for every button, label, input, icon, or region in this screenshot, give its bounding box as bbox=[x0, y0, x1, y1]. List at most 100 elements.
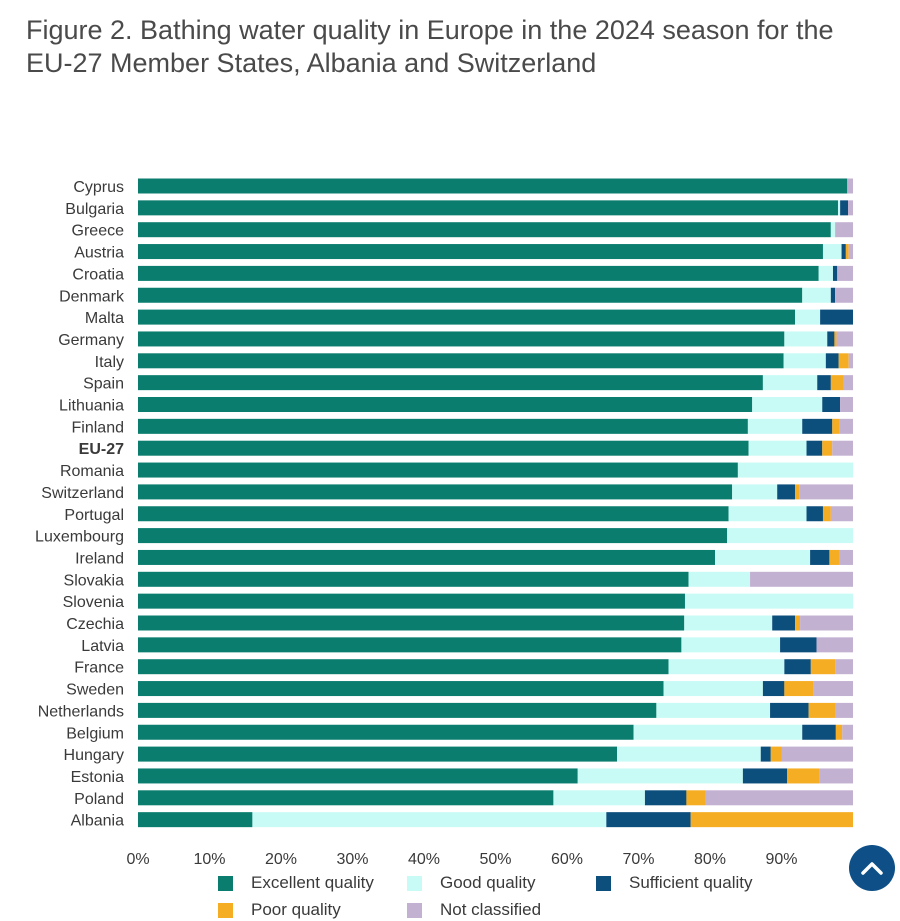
bar-austria-not-classified bbox=[848, 244, 853, 260]
bar-netherlands-poor bbox=[808, 702, 836, 718]
bar-slovenia-good bbox=[684, 593, 854, 609]
category-label-ireland: Ireland bbox=[75, 550, 124, 567]
bar-latvia-sufficient bbox=[780, 637, 817, 653]
scroll-to-top-button[interactable] bbox=[849, 845, 895, 891]
bar-croatia-sufficient bbox=[832, 265, 838, 281]
bar-malta-excellent bbox=[138, 309, 796, 325]
legend-item-good: Good quality bbox=[407, 873, 535, 893]
x-tick-label: 30% bbox=[336, 851, 368, 868]
category-label-spain: Spain bbox=[83, 376, 124, 393]
bar-cyprus-excellent bbox=[138, 178, 848, 194]
category-label-bulgaria: Bulgaria bbox=[65, 201, 124, 218]
category-label-croatia: Croatia bbox=[72, 266, 124, 283]
bar-finland-poor bbox=[832, 418, 840, 434]
bar-belgium-sufficient bbox=[802, 724, 836, 740]
bar-albania-good bbox=[252, 812, 607, 828]
bar-denmark-not-classified bbox=[835, 287, 854, 303]
bar-lithuania-not-classified bbox=[840, 397, 853, 412]
bar-finland-not-classified bbox=[839, 418, 853, 434]
bar-czechia-sufficient bbox=[772, 615, 796, 631]
bar-sweden-sufficient bbox=[762, 681, 785, 697]
bar-cyprus-not-classified bbox=[847, 178, 853, 194]
bar-italy-good bbox=[783, 353, 826, 369]
category-label-austria: Austria bbox=[74, 245, 124, 262]
bars-layer bbox=[138, 178, 854, 828]
category-label-poland: Poland bbox=[74, 791, 124, 808]
category-label-czechia: Czechia bbox=[66, 616, 124, 633]
bar-sweden-excellent bbox=[138, 681, 664, 697]
bar-hungary-good bbox=[617, 746, 761, 762]
bar-spain-sufficient bbox=[817, 375, 831, 391]
bar-hungary-excellent bbox=[138, 746, 618, 762]
chevron-up-icon bbox=[861, 862, 883, 875]
bar-sweden-poor bbox=[784, 681, 814, 697]
legend-swatch-sufficient bbox=[596, 875, 611, 891]
bar-italy-excellent bbox=[138, 353, 784, 369]
bar-poland-poor bbox=[686, 790, 705, 806]
bar-czechia-good bbox=[684, 615, 773, 631]
bar-estonia-not-classified bbox=[819, 768, 853, 784]
bar-slovenia-excellent bbox=[138, 593, 685, 609]
bar-belgium-good bbox=[633, 724, 803, 740]
bar-switzerland-sufficient bbox=[777, 484, 796, 500]
bar-germany-good bbox=[784, 331, 828, 347]
bar-slovakia-not-classified bbox=[750, 571, 853, 587]
category-label-greece: Greece bbox=[72, 223, 125, 240]
bar-belgium-poor bbox=[835, 724, 843, 740]
legend-swatch-good bbox=[407, 875, 422, 891]
bar-switzerland-not-classified bbox=[799, 484, 853, 500]
bar-ireland-excellent bbox=[138, 549, 715, 565]
bar-czechia-poor bbox=[795, 615, 801, 631]
bar-denmark-good bbox=[802, 287, 831, 303]
bar-eu-27-not-classified bbox=[832, 440, 853, 456]
legend-item-excellent: Excellent quality bbox=[218, 873, 374, 893]
bar-portugal-not-classified bbox=[830, 506, 853, 522]
category-label-switzerland: Switzerland bbox=[41, 485, 124, 502]
bar-latvia-good bbox=[681, 637, 781, 653]
bar-ireland-poor bbox=[829, 549, 840, 565]
bar-ireland-not-classified bbox=[839, 549, 853, 565]
bar-germany-poor bbox=[834, 331, 837, 347]
bar-lithuania-sufficient bbox=[822, 397, 841, 412]
category-label-romania: Romania bbox=[60, 463, 124, 480]
bar-belgium-not-classified bbox=[842, 724, 853, 740]
bar-hungary-poor bbox=[770, 746, 782, 762]
bar-eu-27-excellent bbox=[138, 440, 749, 456]
bar-portugal-excellent bbox=[138, 506, 729, 522]
bar-germany-sufficient bbox=[827, 331, 835, 347]
bar-france-not-classified bbox=[835, 659, 853, 675]
category-label-cyprus: Cyprus bbox=[73, 179, 124, 196]
bar-czechia-not-classified bbox=[800, 615, 853, 631]
bar-italy-poor bbox=[838, 353, 849, 369]
bar-netherlands-not-classified bbox=[835, 702, 853, 718]
bar-greece-excellent bbox=[138, 222, 831, 238]
bar-bulgaria-not-classified bbox=[848, 200, 853, 216]
bar-france-excellent bbox=[138, 659, 669, 675]
bar-france-good bbox=[668, 659, 785, 675]
bar-bulgaria-excellent bbox=[138, 200, 838, 216]
bar-latvia-not-classified bbox=[816, 637, 853, 653]
category-label-luxembourg: Luxembourg bbox=[35, 529, 124, 546]
category-label-italy: Italy bbox=[95, 354, 124, 371]
legend-item-not-classified: Not classified bbox=[407, 900, 541, 920]
bar-portugal-sufficient bbox=[806, 506, 823, 522]
category-label-portugal: Portugal bbox=[64, 507, 124, 524]
x-tick-label: 20% bbox=[265, 851, 297, 868]
bar-austria-sufficient bbox=[841, 244, 846, 260]
bar-slovakia-good bbox=[688, 571, 751, 587]
bar-bulgaria-good bbox=[837, 200, 841, 216]
category-label-belgium: Belgium bbox=[66, 725, 124, 742]
bar-romania-excellent bbox=[138, 462, 738, 478]
bar-france-poor bbox=[810, 659, 836, 675]
category-labels-layer: Cyprus Bulgaria Greece Austria Croatia Denmar… bbox=[35, 179, 125, 830]
bar-switzerland-good bbox=[732, 484, 778, 500]
bar-poland-sufficient bbox=[644, 790, 687, 806]
category-label-lithuania: Lithuania bbox=[59, 398, 124, 415]
category-label-slovenia: Slovenia bbox=[63, 594, 124, 611]
bar-austria-excellent bbox=[138, 244, 823, 260]
bar-eu-27-sufficient bbox=[806, 440, 823, 456]
bar-albania-poor bbox=[690, 812, 854, 828]
x-tick-label: 0% bbox=[126, 851, 149, 868]
bar-denmark-sufficient bbox=[830, 287, 836, 303]
category-label-germany: Germany bbox=[58, 332, 124, 349]
